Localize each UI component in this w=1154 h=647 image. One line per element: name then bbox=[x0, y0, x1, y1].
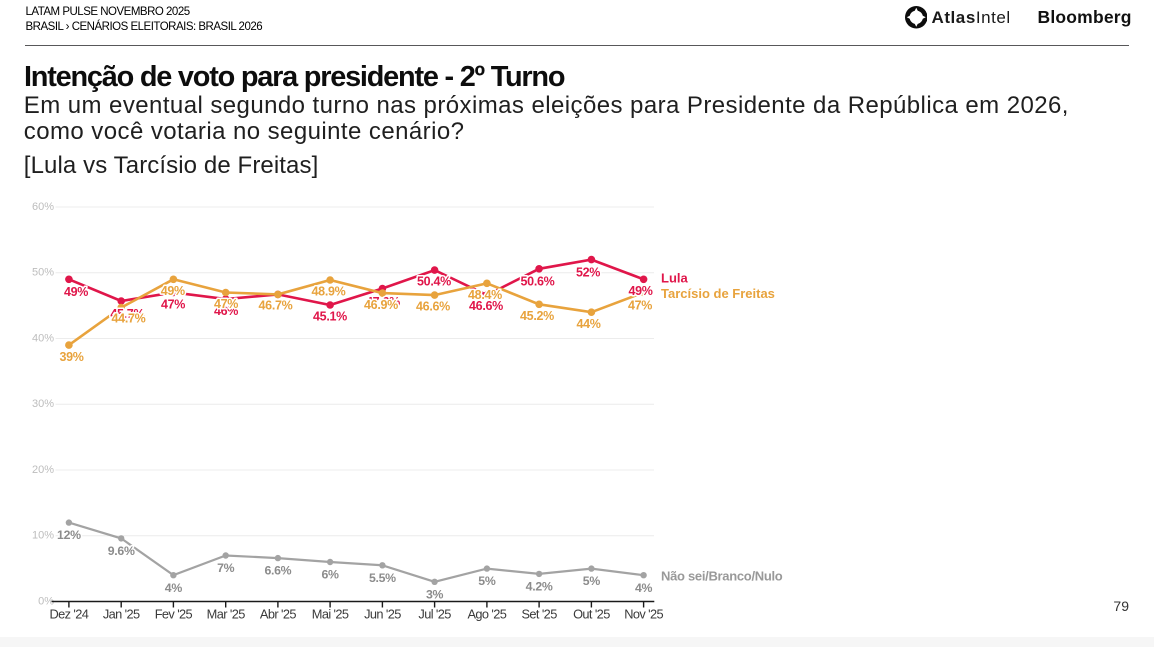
svg-text:50.4%: 50.4% bbox=[417, 275, 451, 289]
svg-text:Abr '25: Abr '25 bbox=[260, 607, 296, 622]
svg-text:Não sei/Branco/Nulo: Não sei/Branco/Nulo bbox=[661, 569, 783, 584]
svg-text:Ago '25: Ago '25 bbox=[467, 607, 506, 622]
svg-text:Jan '25: Jan '25 bbox=[103, 607, 140, 622]
svg-text:49%: 49% bbox=[161, 284, 185, 298]
svg-text:Nov '25: Nov '25 bbox=[624, 607, 663, 622]
svg-text:40%: 40% bbox=[32, 332, 54, 344]
svg-text:Dez '24: Dez '24 bbox=[50, 607, 89, 622]
svg-text:0%: 0% bbox=[38, 595, 54, 607]
svg-text:Jul '25: Jul '25 bbox=[418, 607, 451, 622]
svg-text:60%: 60% bbox=[32, 201, 54, 213]
svg-text:39%: 39% bbox=[59, 350, 83, 364]
svg-text:10%: 10% bbox=[32, 530, 54, 542]
svg-text:4.2%: 4.2% bbox=[526, 580, 553, 594]
svg-text:46.7%: 46.7% bbox=[259, 299, 293, 313]
svg-text:48.9%: 48.9% bbox=[312, 284, 346, 298]
svg-text:Mai '25: Mai '25 bbox=[312, 607, 349, 622]
svg-text:47.6%: 47.6% bbox=[366, 295, 400, 309]
svg-text:49%: 49% bbox=[628, 284, 652, 298]
svg-text:47%: 47% bbox=[161, 298, 185, 312]
svg-text:46%: 46% bbox=[214, 304, 238, 318]
svg-text:30%: 30% bbox=[32, 398, 54, 410]
svg-text:6%: 6% bbox=[322, 568, 340, 582]
svg-text:Tarcísio de Freitas: Tarcísio de Freitas bbox=[661, 286, 775, 301]
svg-text:46.6%: 46.6% bbox=[416, 300, 450, 314]
svg-text:44.7%: 44.7% bbox=[112, 311, 146, 325]
svg-text:5%: 5% bbox=[478, 574, 496, 588]
svg-text:4%: 4% bbox=[165, 581, 183, 595]
svg-text:6.6%: 6.6% bbox=[264, 564, 291, 578]
svg-text:5.5%: 5.5% bbox=[369, 571, 396, 585]
svg-text:9.6%: 9.6% bbox=[108, 544, 135, 558]
svg-text:49%: 49% bbox=[64, 285, 88, 299]
svg-text:47%: 47% bbox=[628, 299, 652, 313]
svg-text:48.4%: 48.4% bbox=[468, 288, 502, 302]
svg-text:45.1%: 45.1% bbox=[313, 310, 347, 324]
svg-text:46.6%: 46.6% bbox=[469, 299, 503, 313]
svg-text:52%: 52% bbox=[576, 266, 600, 280]
svg-text:45.7%: 45.7% bbox=[110, 307, 144, 321]
svg-text:3%: 3% bbox=[426, 587, 444, 601]
svg-text:Out '25: Out '25 bbox=[573, 607, 610, 622]
svg-text:Set '25: Set '25 bbox=[521, 607, 557, 622]
svg-text:Fev '25: Fev '25 bbox=[155, 607, 193, 622]
svg-text:12%: 12% bbox=[57, 528, 81, 542]
svg-text:50%: 50% bbox=[32, 267, 54, 279]
svg-text:20%: 20% bbox=[32, 464, 54, 476]
svg-text:Jun '25: Jun '25 bbox=[364, 607, 401, 622]
svg-text:46.9%: 46.9% bbox=[364, 298, 398, 312]
svg-text:Mar '25: Mar '25 bbox=[207, 607, 246, 622]
svg-text:4%: 4% bbox=[635, 581, 653, 595]
svg-text:7%: 7% bbox=[217, 561, 235, 575]
svg-text:50.6%: 50.6% bbox=[521, 275, 555, 289]
svg-text:5%: 5% bbox=[583, 574, 601, 588]
svg-text:Lula: Lula bbox=[661, 271, 688, 286]
svg-text:44%: 44% bbox=[576, 317, 600, 331]
svg-text:45.2%: 45.2% bbox=[520, 309, 554, 323]
svg-text:47%: 47% bbox=[214, 297, 238, 311]
